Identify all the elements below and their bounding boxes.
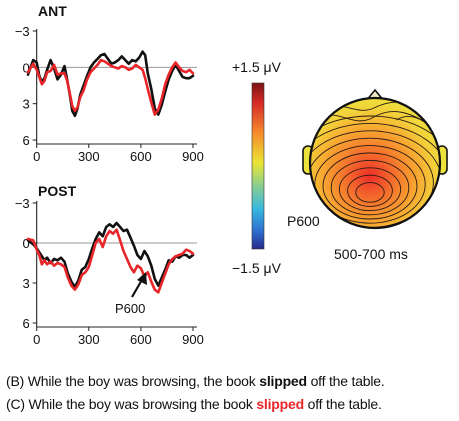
- p600-annotation-label: P600: [115, 301, 145, 316]
- contour-line: [310, 115, 440, 228]
- sentence-c-verb: slipped: [256, 396, 304, 412]
- ant-series-red: [26, 58, 195, 116]
- ant-xtick-label: 0: [33, 149, 40, 164]
- post-xtick-label: 600: [130, 332, 152, 347]
- sentence-b-verb: slipped: [259, 373, 307, 389]
- post-ytick-label: 6: [22, 316, 29, 331]
- post-waveforms: [26, 221, 195, 294]
- post-ytick-label: 3: [22, 276, 29, 291]
- contour-line: [314, 145, 426, 224]
- ant-title: ANT: [38, 3, 67, 19]
- contour-line: [347, 174, 393, 207]
- ant-ytick-label: 3: [22, 97, 29, 112]
- scalp-topomap: P600 500-700 ms: [287, 88, 448, 262]
- colorbar-min-label: −1.5 μV: [232, 260, 282, 276]
- sentence-c-suffix: off the table.: [303, 396, 382, 412]
- post-ytick-label: 0: [22, 236, 29, 251]
- sentence-b-prefix: (B) While the boy was browsing, the book: [6, 373, 260, 389]
- ant-xtick-label: 900: [182, 149, 204, 164]
- topomap-time-label: 500-700 ms: [334, 246, 408, 262]
- contour-line: [355, 182, 385, 203]
- ant-ytick-label: 0: [22, 60, 29, 75]
- colorbar-max-label: +1.5 μV: [232, 59, 282, 75]
- p600-annotation: P600: [115, 272, 147, 316]
- ant-waveforms: [26, 50, 195, 118]
- p600-arrow-head: [137, 272, 147, 285]
- ant-series-black: [26, 50, 195, 118]
- post-title: POST: [38, 183, 77, 199]
- ant-ytick-label: −3: [15, 24, 30, 39]
- ant-xtick-label: 600: [130, 149, 152, 164]
- ant-ytick-label: 6: [22, 133, 29, 148]
- post-xtick-label: 0: [33, 332, 40, 347]
- topomap-component-label: P600: [287, 213, 320, 229]
- example-sentences: (B) While the boy was browsing, the book…: [6, 370, 458, 416]
- sentence-b-suffix: off the table.: [306, 373, 385, 389]
- contour-line: [338, 167, 402, 212]
- post-xtick-label: 900: [182, 332, 204, 347]
- contour-line: [310, 130, 440, 228]
- contour-line: [322, 152, 418, 220]
- sentence-c: (C) While the boy was browsing the book …: [6, 393, 458, 416]
- contour-line: [317, 111, 433, 127]
- contour-line: [330, 159, 410, 216]
- post-series-red: [26, 228, 195, 294]
- post-ytick-label: −3: [15, 196, 30, 211]
- post-xtick-label: 300: [78, 332, 100, 347]
- sentence-b: (B) While the boy was browsing, the book…: [6, 370, 458, 393]
- colorbar: +1.5 μV −1.5 μV: [232, 59, 282, 276]
- contour-line: [310, 122, 440, 228]
- post-series-black: [26, 221, 195, 289]
- sentence-c-prefix: (C) While the boy was browsing the book: [6, 396, 257, 412]
- colorbar-gradient: [251, 82, 265, 250]
- ant-xtick-label: 300: [78, 149, 100, 164]
- head-outline: [308, 96, 442, 230]
